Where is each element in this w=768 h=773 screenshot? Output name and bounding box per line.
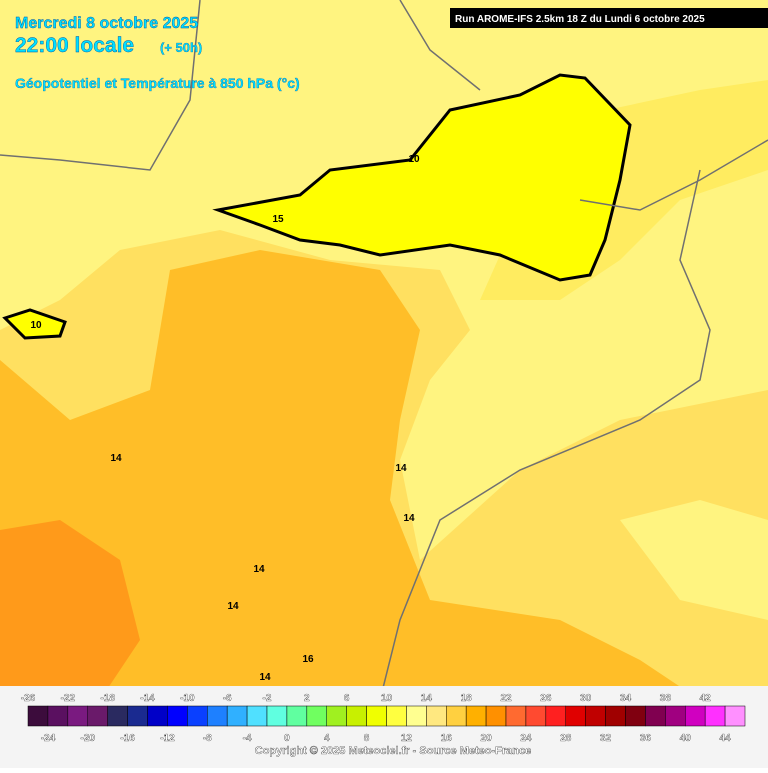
- legend-swatch: [266, 705, 288, 727]
- contour-10-area-west: [2, 308, 67, 340]
- legend-swatch: [406, 705, 427, 727]
- legend-swatch: [565, 705, 586, 727]
- legend-swatch: [207, 705, 228, 727]
- legend-background: [0, 686, 768, 768]
- contour-label: 14: [259, 672, 271, 683]
- legend-label: 12: [401, 733, 413, 744]
- time: 22:00 locale: [15, 34, 134, 57]
- legend-swatch: [147, 705, 168, 727]
- legend-swatch: [67, 705, 89, 727]
- legend-label: 24: [520, 733, 532, 744]
- legend-label: 26: [540, 693, 552, 704]
- legend-label: 30: [580, 693, 592, 704]
- legend-swatch: [246, 705, 268, 727]
- warmer-zone: [0, 250, 700, 700]
- contour-label: 10: [30, 320, 42, 331]
- run-info: Run AROME-IFS 2.5km 18 Z du Lundi 6 octo…: [455, 14, 705, 25]
- run-box: [450, 8, 768, 28]
- lead-time: (+ 50h): [160, 40, 202, 55]
- legend-swatch: [525, 705, 547, 727]
- legend-label: 14: [421, 693, 433, 704]
- legend-swatch: [286, 705, 308, 727]
- contour-10-area: [212, 73, 632, 282]
- legend-label: -20: [81, 733, 96, 744]
- legend-swatch: [605, 705, 626, 727]
- legend-label: -2: [263, 693, 272, 704]
- legend-swatch: [187, 705, 208, 727]
- legend-swatch: [685, 705, 706, 727]
- legend-swatch: [585, 705, 606, 727]
- legend-label: 20: [481, 733, 493, 744]
- warmest-zone: [0, 520, 140, 700]
- legend-swatch: [505, 705, 527, 727]
- legend-swatch: [465, 705, 487, 727]
- legend-label: -14: [140, 693, 155, 704]
- legend-swatch: [167, 705, 188, 727]
- legend-swatch: [704, 705, 726, 727]
- legend-label: 36: [640, 733, 652, 744]
- legend-label: 2: [304, 693, 310, 704]
- legend-label: 8: [364, 733, 370, 744]
- border-lines: [0, 0, 768, 701]
- legend-swatch: [665, 705, 686, 727]
- legend-label: -8: [203, 733, 212, 744]
- contour-label: 15: [272, 214, 284, 225]
- legend-swatch: [27, 705, 49, 727]
- legend-label: 22: [500, 693, 512, 704]
- legend-label: -12: [160, 733, 175, 744]
- legend-label: 32: [600, 733, 612, 744]
- copyright: Copyright © 2025 Meteociel.fr - Source M…: [255, 745, 531, 757]
- legend-label: -10: [180, 693, 195, 704]
- legend-label: 16: [441, 733, 453, 744]
- contour-labels: 10 15 10 14 14 14 14 14 16 14: [30, 154, 420, 683]
- legend-label: 44: [720, 733, 732, 744]
- legend-swatch: [446, 705, 467, 727]
- legend-label: 28: [560, 733, 572, 744]
- contour-label: 10: [408, 154, 420, 165]
- legend-label: 4: [324, 733, 330, 744]
- mild-zone: [620, 500, 768, 620]
- legend-swatch: [625, 705, 646, 727]
- legend-swatch: [366, 705, 387, 727]
- legend-label: 42: [700, 693, 712, 704]
- legend-swatch: [107, 705, 128, 727]
- legend-label: -22: [61, 693, 76, 704]
- legend-label: 10: [381, 693, 393, 704]
- legend-label: -4: [243, 733, 252, 744]
- legend-label: 6: [344, 693, 350, 704]
- date: Mercredi 8 octobre 2025: [15, 15, 198, 32]
- legend: -26 -22 -18 -14 -10 -6 -2 2 6 10 14 18 22 26 30 34 38 42-…: [21, 693, 746, 744]
- legend-label: -18: [100, 693, 115, 704]
- contour-label: 14: [110, 453, 122, 464]
- legend-label: 18: [461, 693, 473, 704]
- legend-swatch: [87, 705, 108, 727]
- legend-swatch: [485, 705, 507, 727]
- legend-label: -6: [223, 693, 232, 704]
- legend-swatch: [226, 705, 248, 727]
- legend-label: 0: [284, 733, 290, 744]
- legend-label: -26: [21, 693, 36, 704]
- parameter: Géopotentiel et Température à 850 hPa (°…: [15, 75, 300, 91]
- legend-label: 34: [620, 693, 632, 704]
- legend-swatch: [645, 705, 666, 727]
- legend-label: -16: [120, 733, 135, 744]
- legend-swatch: [545, 705, 566, 727]
- legend-swatch: [426, 705, 447, 727]
- legend-swatch: [127, 705, 148, 727]
- legend-label: 38: [660, 693, 672, 704]
- legend-swatch: [47, 705, 69, 727]
- legend-label: 40: [680, 733, 692, 744]
- contour-label: 14: [403, 513, 415, 524]
- legend-label: -24: [41, 733, 56, 744]
- contour-label: 14: [227, 601, 239, 612]
- legend-swatch: [326, 705, 347, 727]
- contour-label: 14: [395, 463, 407, 474]
- contour-label: 16: [302, 654, 314, 665]
- legend-swatch: [346, 705, 367, 727]
- legend-swatch: [306, 705, 328, 727]
- legend-swatch: [386, 705, 407, 727]
- contour-label: 14: [253, 564, 265, 575]
- legend-swatch: [724, 705, 746, 727]
